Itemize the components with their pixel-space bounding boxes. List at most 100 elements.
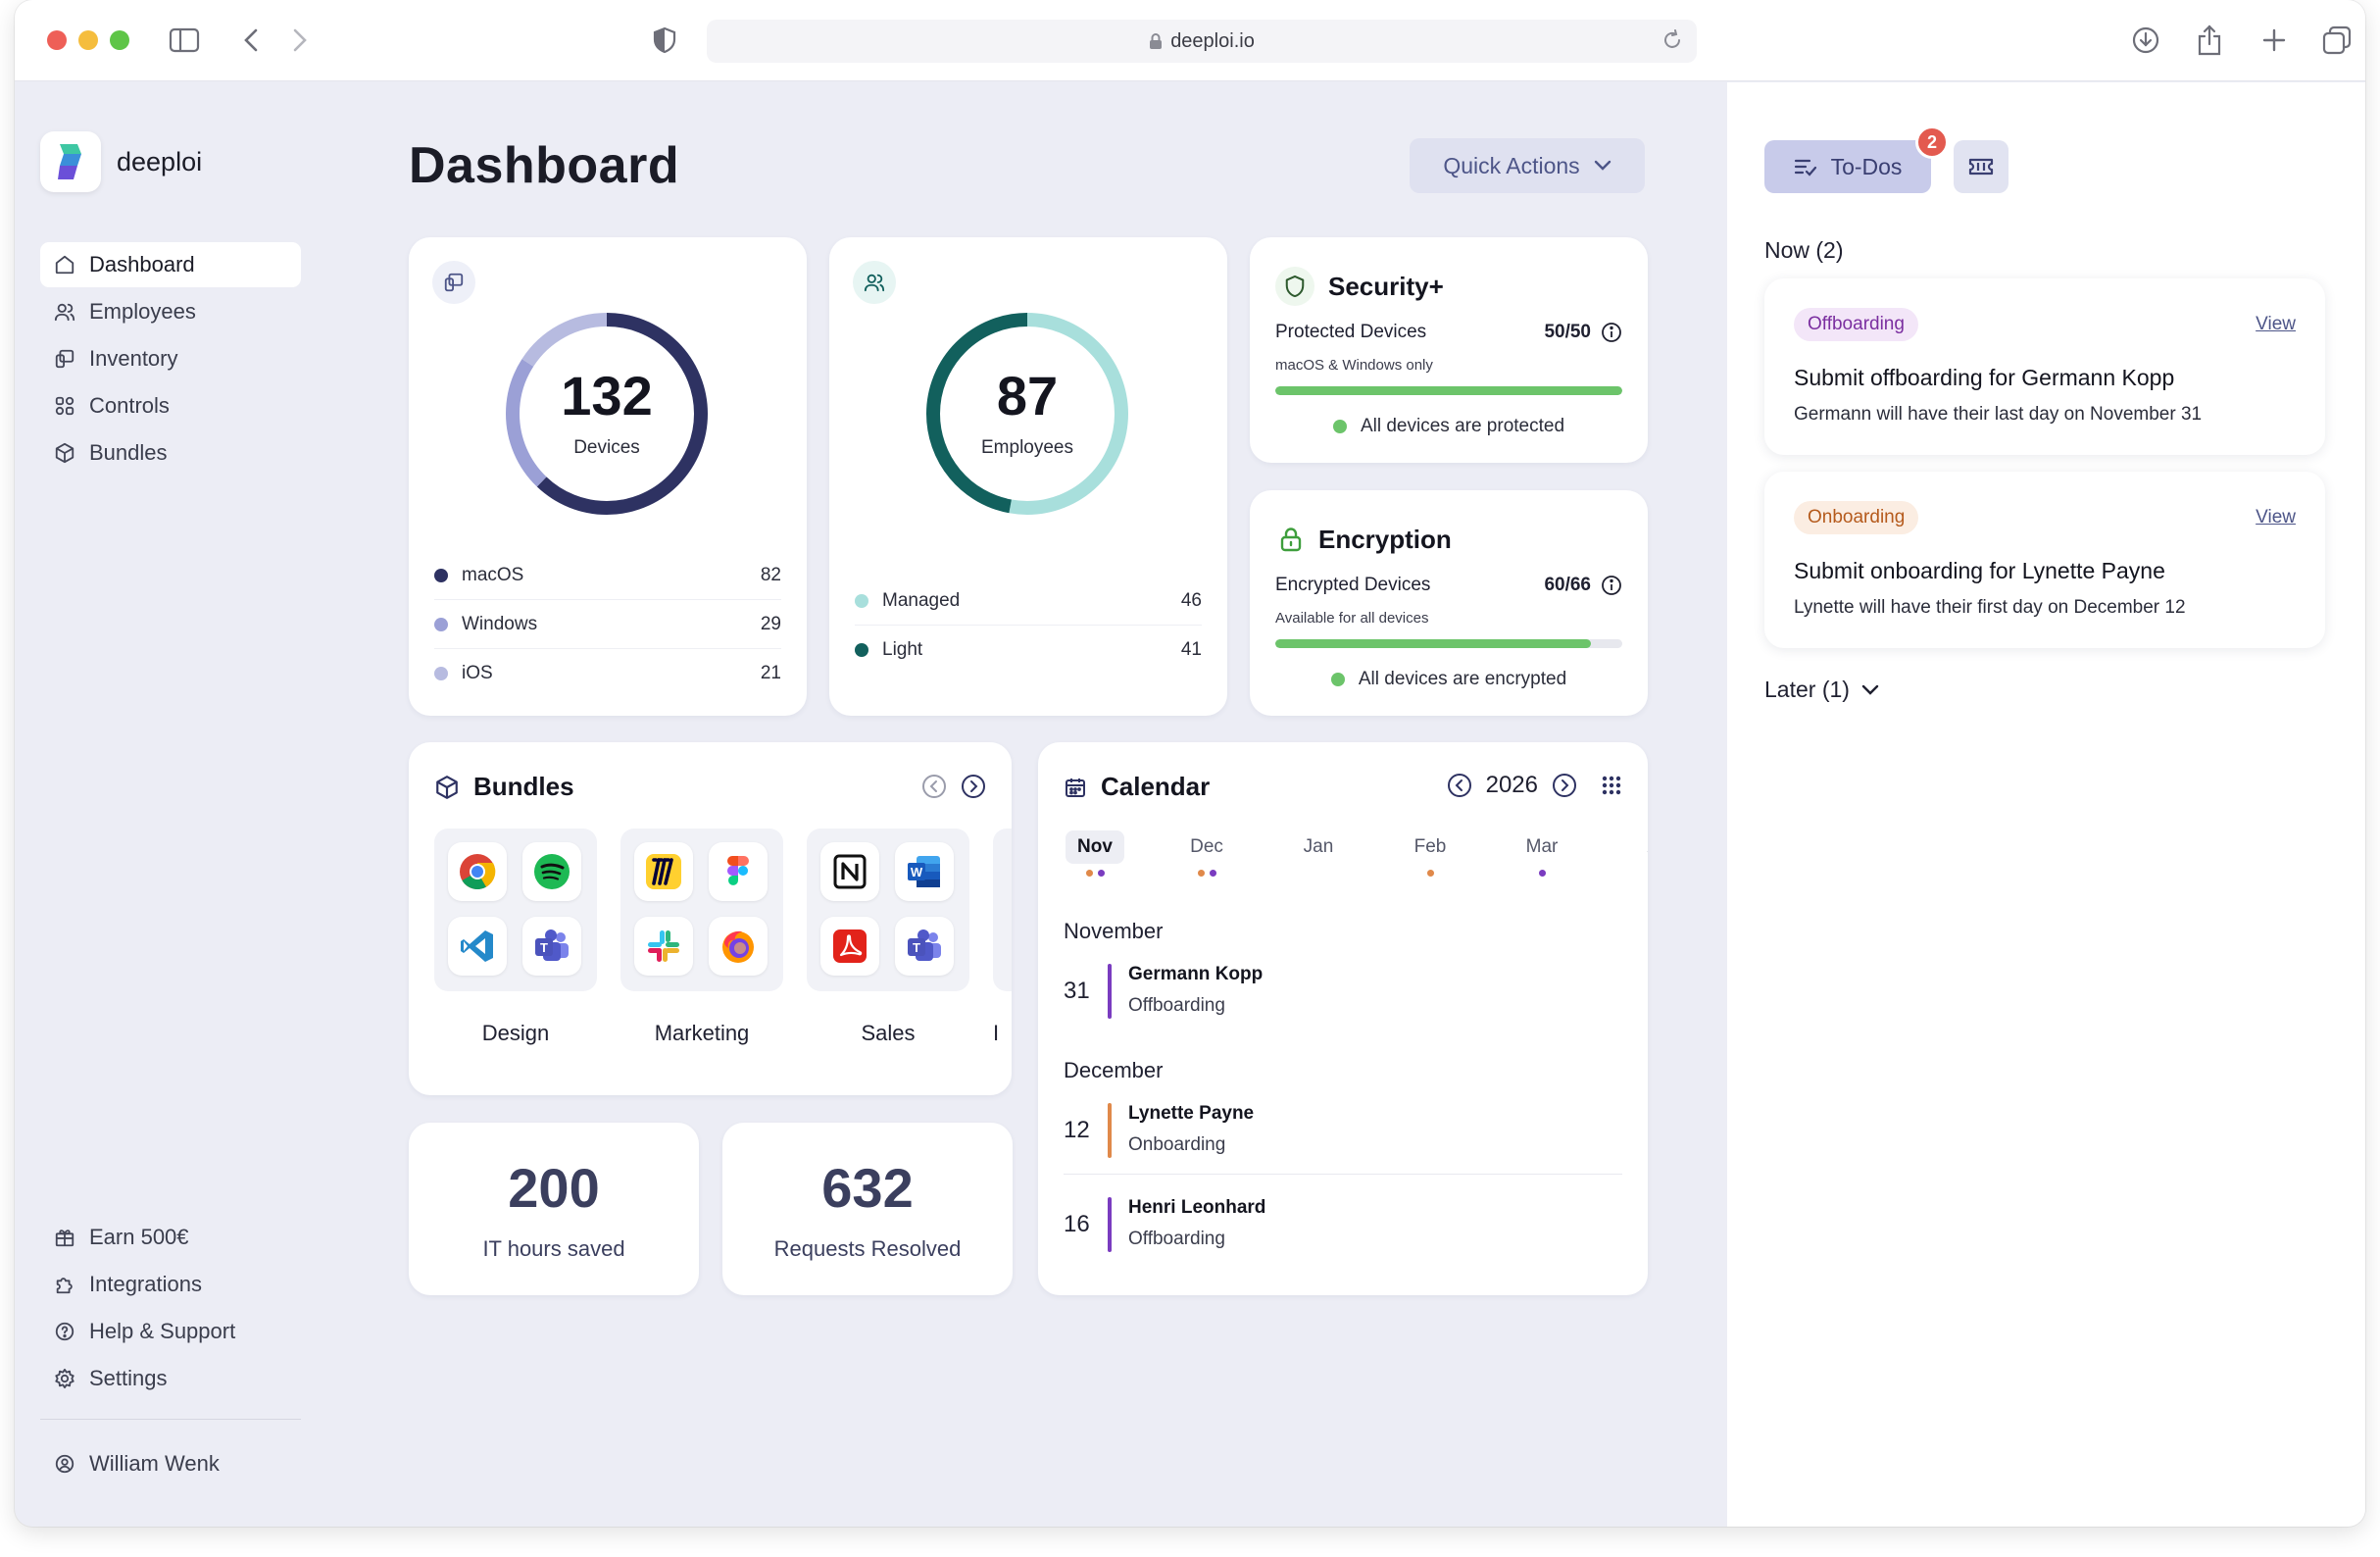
sidebar-item-label: Dashboard: [89, 252, 195, 276]
downloads-icon[interactable]: [2127, 22, 2164, 59]
info-icon[interactable]: [1601, 322, 1622, 343]
view-link[interactable]: View: [2256, 314, 2296, 334]
month-feb[interactable]: Feb: [1399, 830, 1462, 877]
maximize-window-button[interactable]: [110, 30, 129, 50]
encryption-card[interactable]: Encryption Encrypted Devices 60/66 Avail…: [1250, 490, 1648, 716]
event-bar: [1108, 1197, 1112, 1252]
month-nov[interactable]: Nov: [1064, 830, 1126, 877]
chevron-left-icon[interactable]: [1447, 773, 1472, 798]
package-icon: [55, 442, 74, 464]
sidebar-item-integrations[interactable]: Integrations: [40, 1262, 301, 1307]
event-day: 31: [1064, 978, 1090, 1004]
security-card[interactable]: Security+ Protected Devices 50/50 macOS …: [1250, 237, 1648, 463]
bundle-marketing[interactable]: [620, 829, 783, 991]
todo-card-onboarding[interactable]: Onboarding View Submit onboarding for Ly…: [1764, 472, 2325, 648]
new-tab-icon[interactable]: [2256, 22, 2293, 59]
bundle-design[interactable]: T: [434, 829, 597, 991]
devices-label: Devices: [573, 437, 640, 458]
user-profile[interactable]: William Wenk: [40, 1441, 301, 1486]
share-icon[interactable]: [2191, 22, 2228, 59]
chrome-icon: [448, 842, 507, 901]
todos-button[interactable]: To-Dos: [1764, 140, 1931, 193]
bundle-partial[interactable]: [993, 829, 1012, 991]
vscode-icon: [448, 917, 507, 976]
chevron-left-icon[interactable]: [921, 774, 947, 799]
calendar-event[interactable]: 16 Henri Leonhard Offboarding: [1064, 1191, 1622, 1260]
calendar-event[interactable]: 12 Lynette Payne Onboarding: [1064, 1097, 1622, 1166]
sidebar-item-bundles[interactable]: Bundles: [40, 430, 301, 476]
chevron-right-icon[interactable]: [961, 774, 986, 799]
legend-row-windows: Windows 29: [434, 600, 781, 649]
brand-name: deeploi: [117, 146, 203, 176]
quick-actions-button[interactable]: Quick Actions: [1410, 138, 1645, 193]
encrypted-devices-label: Encrypted Devices: [1275, 575, 1431, 595]
svg-text:T: T: [913, 940, 920, 955]
checklist-icon: [1794, 159, 1816, 176]
sidebar-item-controls[interactable]: Controls: [40, 383, 301, 428]
later-section-toggle[interactable]: Later (1): [1764, 677, 1879, 703]
address-bar[interactable]: deeploi.io: [707, 20, 1697, 63]
brand[interactable]: deeploi: [40, 131, 202, 192]
user-name: William Wenk: [89, 1451, 220, 1476]
tab-overview-icon[interactable]: [2318, 22, 2355, 59]
security-title: Security+: [1328, 271, 1444, 301]
sidebar-item-employees[interactable]: Employees: [40, 289, 301, 334]
info-icon[interactable]: [1601, 575, 1622, 596]
legend-row-ios: iOS 21: [434, 649, 781, 698]
sidebar-item-inventory[interactable]: Inventory: [40, 336, 301, 381]
month-apr[interactable]: A: [1622, 830, 1649, 870]
privacy-shield-icon[interactable]: [646, 22, 683, 59]
tickets-button[interactable]: [1954, 140, 2008, 193]
legend-label: Light: [882, 639, 923, 660]
calendar-event[interactable]: 31 Germann Kopp Offboarding: [1064, 958, 1622, 1027]
sidebar-item-settings[interactable]: Settings: [40, 1356, 301, 1401]
event-day: 12: [1064, 1117, 1090, 1143]
view-link[interactable]: View: [2256, 507, 2296, 527]
lock-icon: [1275, 520, 1307, 559]
reload-icon[interactable]: [1661, 29, 1683, 57]
devices-icon: [432, 261, 475, 304]
donut-segment-windows: [506, 313, 708, 515]
sidebar-item-earn[interactable]: Earn 500€: [40, 1215, 301, 1260]
puzzle-icon: [56, 1278, 73, 1294]
month-label: Feb: [1413, 836, 1447, 857]
devices-card[interactable]: 132 Devices macOS 82 Windows 29 iOS: [409, 237, 807, 716]
employees-card[interactable]: 87 Employees Managed 46 Light 41: [829, 237, 1227, 716]
event-bar: [1108, 964, 1112, 1019]
todo-description: Germann will have their last day on Nove…: [1794, 404, 2203, 425]
sidebar-item-dashboard[interactable]: Dashboard: [40, 242, 301, 287]
todos-count-badge: 2: [1915, 126, 1949, 159]
encrypted-progress-bar: [1275, 639, 1622, 648]
bundle-name-design: Design: [481, 1021, 550, 1045]
grid-dots-icon[interactable]: [1601, 775, 1622, 796]
event-dot: [1197, 870, 1205, 877]
legend-value: 41: [1180, 639, 1202, 660]
calendar-year: 2026: [1485, 772, 1538, 798]
month-label: Jan: [1303, 836, 1334, 857]
back-icon[interactable]: [232, 22, 270, 59]
month-dec[interactable]: Dec: [1175, 830, 1238, 877]
close-window-button[interactable]: [47, 30, 67, 50]
month-jan[interactable]: Jan: [1287, 830, 1350, 870]
chevron-down-icon: [1861, 684, 1879, 695]
user-circle-icon: [55, 1454, 74, 1474]
month-heading-november: November: [1064, 919, 1164, 943]
todo-card-offboarding[interactable]: Offboarding View Submit offboarding for …: [1764, 278, 2325, 455]
forward-icon[interactable]: [281, 22, 319, 59]
chevron-right-icon[interactable]: [1552, 773, 1577, 798]
month-strip: Nov Dec Jan Feb Mar: [1064, 830, 1648, 889]
sidebar-item-label: Bundles: [89, 440, 168, 465]
page-title: Dashboard: [409, 137, 680, 194]
employees-donut-chart: 87 Employees: [919, 306, 1135, 522]
bundle-name-sales: Sales: [861, 1021, 916, 1045]
word-icon: W: [895, 842, 954, 901]
bundle-sales[interactable]: W T: [807, 829, 969, 991]
minimize-window-button[interactable]: [78, 30, 98, 50]
month-mar[interactable]: Mar: [1511, 830, 1573, 877]
sidebar-toggle-icon[interactable]: [166, 22, 203, 59]
legend-label: macOS: [462, 564, 524, 585]
sidebar-item-help[interactable]: Help & Support: [40, 1309, 301, 1354]
miro-icon: [634, 842, 693, 901]
requests-resolved-card: 632 Requests Resolved: [722, 1123, 1013, 1295]
lock-icon: [1149, 32, 1163, 50]
